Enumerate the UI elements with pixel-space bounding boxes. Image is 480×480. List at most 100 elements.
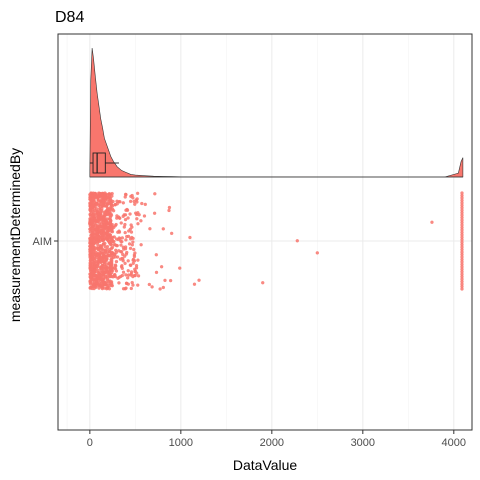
data-point [118, 257, 123, 261]
data-point [126, 269, 130, 273]
data-point [197, 278, 201, 282]
data-point [88, 206, 93, 210]
data-point [103, 235, 107, 240]
data-point [98, 224, 102, 228]
data-point [122, 225, 126, 229]
x-axis-title: DataValue [233, 457, 298, 473]
data-point [117, 229, 121, 233]
data-point [178, 266, 182, 270]
data-point [123, 230, 127, 235]
data-point [123, 261, 127, 266]
data-point [192, 282, 197, 286]
data-point [113, 203, 117, 207]
data-point [130, 243, 134, 247]
data-point [110, 271, 114, 275]
data-point [135, 271, 139, 275]
data-point [93, 268, 97, 273]
y-tick-label: AIM [32, 236, 52, 248]
data-point [103, 281, 107, 285]
data-point [125, 250, 129, 255]
data-point [142, 214, 147, 218]
panel-border [57, 33, 473, 431]
data-point [98, 228, 102, 232]
data-point [119, 221, 123, 225]
data-point [128, 263, 132, 267]
data-point [101, 201, 105, 205]
data-point [136, 274, 141, 278]
data-point [90, 266, 94, 271]
data-point [161, 285, 165, 290]
data-point [167, 208, 171, 213]
data-point [108, 210, 112, 214]
data-point [107, 273, 111, 278]
data-point [124, 273, 128, 277]
data-point [88, 263, 93, 267]
data-point [130, 193, 134, 198]
data-point [124, 238, 128, 242]
data-point [99, 231, 103, 235]
data-point [132, 259, 137, 263]
data-point [131, 240, 135, 244]
data-point [139, 219, 143, 223]
data-point [117, 216, 122, 220]
data-point [96, 219, 101, 224]
data-point [121, 214, 125, 218]
data-point [159, 265, 164, 269]
data-point [96, 283, 100, 288]
data-point [114, 259, 119, 264]
data-point [102, 259, 106, 263]
data-point [126, 259, 130, 263]
data-point [94, 227, 99, 232]
data-point [93, 234, 98, 238]
data-point [89, 191, 93, 195]
data-point [103, 249, 107, 253]
data-point [106, 235, 110, 239]
data-point [91, 224, 95, 228]
data-point [126, 216, 130, 220]
data-point [94, 195, 98, 199]
data-point [93, 265, 97, 269]
data-point [107, 192, 111, 196]
data-point [127, 229, 131, 233]
data-point [94, 201, 98, 206]
data-point [139, 243, 143, 247]
data-point [136, 258, 140, 262]
data-point [88, 285, 92, 290]
data-point [105, 254, 110, 258]
data-point [109, 261, 113, 265]
data-point [126, 282, 130, 286]
data-point [94, 255, 99, 259]
data-point [121, 245, 125, 249]
data-point [135, 217, 139, 221]
grid-layer [58, 34, 472, 430]
data-point [126, 276, 130, 280]
data-point [123, 254, 127, 258]
data-point [89, 209, 93, 213]
data-point [167, 205, 172, 210]
data-point [98, 244, 103, 248]
data-point [90, 220, 95, 224]
data-point [113, 252, 117, 257]
data-point [88, 247, 92, 252]
data-point [315, 251, 319, 255]
data-point [105, 204, 109, 209]
data-point [103, 231, 108, 235]
data-point [116, 276, 120, 280]
data-point [103, 224, 107, 228]
x-tick-label: 2000 [260, 437, 284, 449]
data-point [90, 214, 95, 218]
data-point [136, 222, 140, 226]
chart-title: D84 [55, 9, 84, 26]
data-point [91, 196, 96, 201]
data-point [103, 193, 107, 198]
density-layer [89, 47, 464, 178]
data-point [127, 242, 132, 246]
data-point [121, 201, 125, 205]
data-point [96, 271, 101, 275]
data-point [460, 287, 464, 291]
data-point [98, 255, 103, 259]
x-tick-label: 0 [87, 437, 93, 449]
data-point [121, 270, 126, 274]
data-point [153, 192, 157, 196]
